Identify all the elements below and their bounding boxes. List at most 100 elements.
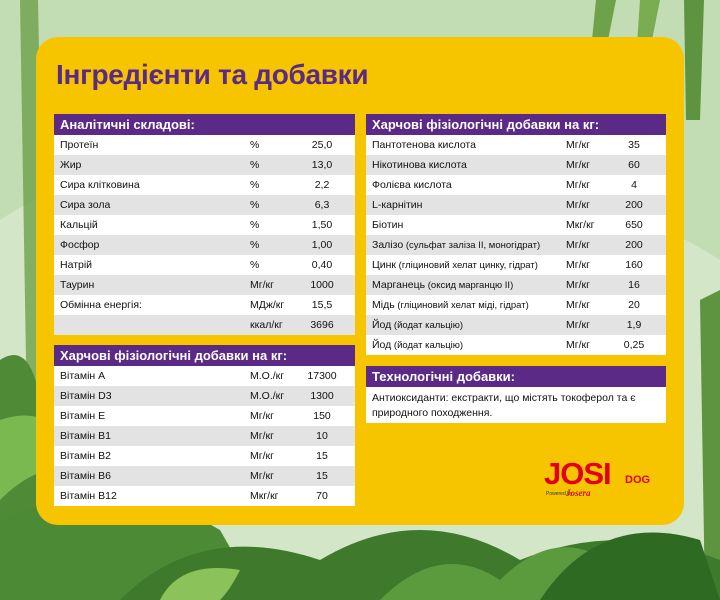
row-name-detail: (йодат кальцію)	[391, 320, 464, 331]
row-name: Вітамін В2	[60, 450, 111, 462]
logo-dog-text: DOG	[625, 474, 651, 486]
row-name: Сира клітковина	[60, 179, 140, 191]
row-unit: Мг/кг	[250, 450, 274, 462]
row-value: 1300	[310, 390, 334, 402]
table-row: Нікотинова кислота Мг/кг 60	[366, 155, 666, 175]
table-row: Залізо (сульфат заліза II, моногідрат) Мг…	[366, 235, 666, 255]
logo-powered-by: Powered by	[546, 491, 573, 497]
row-value: 150	[313, 410, 331, 422]
row-unit: М.О./кг	[250, 390, 285, 402]
row-unit: ккал/кг	[250, 319, 283, 331]
tech-additives-text: Антиоксиданти: екстракти, що містять ток…	[372, 392, 636, 419]
row-name: Марганець (оксид марганцю II)	[372, 275, 513, 296]
row-name: Вітамін D3	[60, 390, 112, 402]
row-value: 10	[316, 430, 328, 442]
table-row: Марганець (оксид марганцю II) Мг/кг 16	[366, 275, 666, 295]
table-row: Фосфор% 1,00	[54, 235, 355, 255]
table-row: ккал/кг 3696	[54, 315, 355, 335]
row-unit: %	[250, 179, 260, 191]
tech-additives-box: Технологічні добавки: Антиоксиданти: екс…	[366, 366, 666, 423]
row-unit: МДж/кг	[250, 299, 285, 311]
row-value: 1,50	[311, 219, 333, 231]
row-name: Кальцій	[60, 219, 98, 231]
row-unit: Мг/кг	[566, 319, 590, 331]
row-name-detail: (сульфат заліза II, моногідрат)	[403, 240, 541, 251]
logo-wordmark: JOSI	[544, 456, 612, 491]
row-name: L-карнітин	[372, 199, 423, 211]
row-name: Мідь (гліциновий хелат міді, гідрат)	[372, 295, 529, 316]
table-row: Вітамін В1 Мг/кг 10	[54, 426, 355, 446]
table-row: Мідь (гліциновий хелат міді, гідрат) Мг/к…	[366, 295, 666, 315]
analytic-table: Аналітичні складові: Протеїн% 25,0 Жир% 13,…	[54, 114, 355, 335]
row-value: 3696	[310, 319, 334, 331]
page-title: Інгредієнти та добавки	[56, 59, 369, 90]
row-value: 1000	[310, 279, 334, 291]
row-value: 0,40	[311, 259, 333, 271]
row-name: Марганець	[372, 279, 426, 291]
row-name: Таурин	[60, 279, 95, 291]
row-value: 1,00	[311, 239, 333, 251]
row-unit: Мкг/кг	[250, 490, 279, 502]
row-name: Натрій	[60, 259, 93, 271]
row-name: Фолієва кислота	[372, 179, 452, 191]
row-unit: %	[250, 159, 260, 171]
row-unit: %	[250, 239, 260, 251]
row-unit: Мг/кг	[566, 199, 590, 211]
row-value: 0,25	[623, 339, 645, 351]
row-name: Йод	[372, 319, 392, 331]
row-name: Нікотинова кислота	[372, 159, 467, 171]
row-value: 35	[628, 139, 640, 151]
row-unit: %	[250, 139, 260, 151]
row-value: 1,9	[626, 319, 642, 331]
row-value: 4	[631, 179, 637, 191]
tech-additives-header: Технологічні добавки:	[366, 366, 666, 387]
additives-table-header: Харчові фізіологічні добавки на кг:	[366, 114, 666, 135]
row-name: Вітамін Е	[60, 410, 106, 422]
row-name: Вітамін В12	[60, 490, 117, 502]
table-row: L-карнітин Мг/кг 200	[366, 195, 666, 215]
analytic-table-header: Аналітичні складові:	[54, 114, 355, 135]
row-name: Обмінна енергія:	[60, 299, 142, 311]
row-value: 60	[628, 159, 640, 171]
row-value: 200	[625, 239, 643, 251]
row-name: Пантотенова кислота	[372, 139, 476, 151]
row-name: Жир	[60, 159, 82, 171]
row-name: Мідь	[372, 299, 395, 311]
table-row: Вітамін Е Мг/кг 150	[54, 406, 355, 426]
row-value: 70	[316, 490, 328, 502]
row-name: Залізо	[372, 239, 404, 251]
row-name: Залізо (сульфат заліза II, моногідрат)	[372, 235, 540, 256]
row-unit: %	[250, 199, 260, 211]
table-row: Йод (йодат кальцію) Мг/кг 1,9	[366, 315, 666, 335]
table-row: Пантотенова кислота Мг/кг 35	[366, 135, 666, 155]
vitamins-table-header: Харчові фізіологічні добавки на кг:	[54, 345, 355, 366]
row-name: Йод (йодат кальцію)	[372, 335, 463, 356]
table-row: Вітамін А М.О./кг 17300	[54, 366, 355, 386]
row-name-detail: (гліциновий хелат цинку, гідрат)	[396, 260, 538, 271]
row-name: Вітамін В6	[60, 470, 111, 482]
row-unit: Мг/кг	[566, 299, 590, 311]
row-name: Цинк (гліциновий хелат цинку, гідрат)	[372, 255, 538, 276]
row-name: Фосфор	[60, 239, 100, 251]
row-value: 15,5	[311, 299, 333, 311]
table-row: Таурин Мг/кг 1000	[54, 275, 355, 295]
table-row: Жир% 13,0	[54, 155, 355, 175]
row-name: Біотин	[372, 219, 404, 231]
row-unit: Мг/кг	[566, 179, 590, 191]
table-row: Вітамін В2 Мг/кг 15	[54, 446, 355, 466]
table-row: Біотин Мкг/кг 650	[366, 215, 666, 235]
row-unit: Мг/кг	[566, 139, 590, 151]
table-row: Натрій% 0,40	[54, 255, 355, 275]
row-value: 650	[625, 219, 643, 231]
row-unit: Мг/кг	[566, 159, 590, 171]
row-name: Вітамін А	[60, 370, 106, 382]
row-unit: Мг/кг	[250, 430, 274, 442]
row-name: Вітамін В1	[60, 430, 111, 442]
logo-brand: Josera	[566, 488, 591, 498]
table-row: Обмінна енергія: МДж/кг 15,5	[54, 295, 355, 315]
row-unit: Мг/кг	[250, 470, 274, 482]
table-row: Протеїн% 25,0	[54, 135, 355, 155]
row-value: 15	[316, 470, 328, 482]
row-unit: М.О./кг	[250, 370, 285, 382]
table-row: Кальцій% 1,50	[54, 215, 355, 235]
